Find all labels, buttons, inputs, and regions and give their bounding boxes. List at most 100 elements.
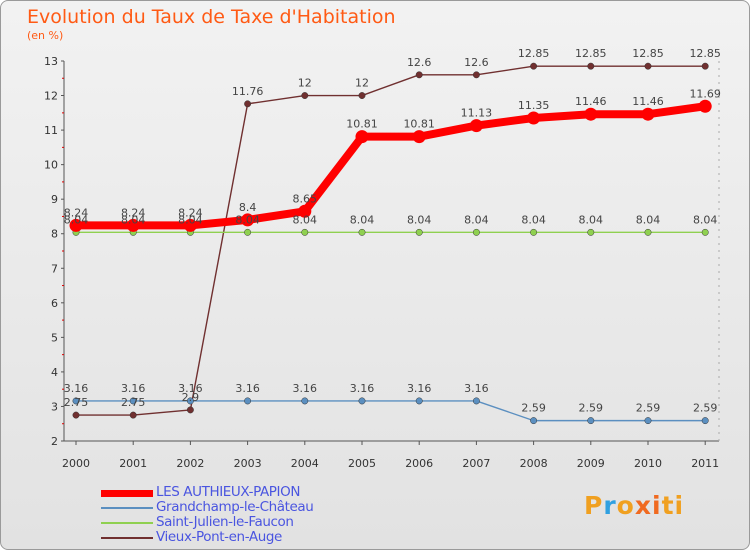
logo-letter: t (661, 491, 675, 520)
legend-label: Vieux-Pont-en-Auge (156, 529, 282, 545)
data-label-0: 11.13 (461, 107, 493, 120)
series-point-3 (244, 100, 252, 108)
series-line-0 (76, 102, 706, 230)
series-point-3 (301, 92, 309, 99)
x-tick-label: 2007 (462, 457, 490, 470)
legend-swatch (101, 522, 153, 524)
series-point-0 (355, 130, 369, 144)
series-point-3 (358, 92, 366, 99)
series-point-3 (701, 62, 709, 70)
legend-label: LES AUTHIEUX-PAPION (156, 484, 301, 500)
legend: LES AUTHIEUX-PAPION Grandchamp-le-Château… (101, 485, 361, 545)
series-point-1 (72, 397, 80, 405)
series-line-3 (76, 65, 706, 416)
data-label-0: 11.46 (575, 95, 607, 108)
series-point-0 (126, 218, 140, 232)
logo-letter: i (652, 491, 662, 520)
series-point-0 (641, 107, 655, 121)
series-point-2 (530, 228, 538, 236)
y-tick-label: 9 (51, 193, 58, 206)
x-tick-label: 2003 (234, 457, 262, 470)
legend-swatch (101, 507, 153, 509)
data-label-3: 12 (355, 77, 369, 90)
data-label-0: 11.69 (689, 87, 721, 100)
data-label-1: 3.16 (407, 382, 432, 395)
x-tick-label: 2009 (577, 457, 605, 470)
series-point-2 (301, 228, 309, 236)
x-tick-label: 2006 (405, 457, 433, 470)
data-label-2: 8.04 (350, 213, 375, 226)
data-label-3: 2.75 (64, 396, 89, 409)
data-label-2: 8.04 (121, 213, 146, 226)
legend-swatch (101, 537, 153, 539)
series-layer (69, 62, 712, 425)
y-tick-label: 5 (51, 331, 58, 344)
data-label-3: 12.6 (407, 56, 432, 69)
series-point-0 (183, 218, 197, 232)
series-point-2 (701, 228, 709, 236)
series-point-0 (69, 218, 83, 232)
x-tick-label: 2004 (291, 457, 319, 470)
data-label-0: 8.24 (64, 206, 89, 219)
data-label-3: 12.85 (518, 47, 550, 60)
series-point-0 (584, 107, 598, 121)
x-tick-label: 2011 (691, 457, 719, 470)
series-point-0 (527, 111, 541, 125)
logo-letter: o (616, 491, 635, 520)
data-label-0: 10.81 (346, 118, 378, 131)
data-label-2: 8.04 (579, 213, 604, 226)
series-point-2 (472, 228, 480, 236)
data-label-1: 2.59 (521, 402, 546, 415)
series-point-0 (412, 130, 426, 144)
data-label-3: 12.85 (632, 47, 664, 60)
x-tick-label: 2000 (62, 457, 90, 470)
chart-subtitle: (en %) (27, 29, 64, 42)
data-label-1: 3.16 (235, 382, 260, 395)
data-label-0: 8.4 (239, 201, 257, 214)
data-label-1: 3.16 (293, 382, 318, 395)
data-label-2: 8.04 (521, 213, 546, 226)
series-point-3 (129, 411, 137, 419)
data-label-1: 2.59 (636, 402, 661, 415)
series-point-2 (415, 228, 423, 236)
series-point-2 (358, 228, 366, 236)
y-tick-label: 2 (51, 435, 58, 448)
logo-letter: x (634, 491, 652, 520)
data-label-0: 11.46 (632, 95, 664, 108)
series-point-1 (472, 397, 480, 405)
legend-item: Saint-Julien-le-Faucon (101, 515, 361, 530)
legend-label: Saint-Julien-le-Faucon (156, 514, 294, 530)
data-label-3: 11.76 (232, 85, 264, 98)
series-point-3 (186, 406, 194, 414)
data-label-2: 8.04 (636, 213, 661, 226)
series-point-2 (244, 228, 252, 236)
data-label-2: 8.04 (235, 213, 260, 226)
data-label-1: 3.16 (178, 382, 203, 395)
series-point-1 (129, 397, 137, 405)
data-label-1: 3.16 (64, 382, 89, 395)
series-line-1 (76, 400, 706, 422)
data-label-3: 12.6 (464, 56, 489, 69)
data-label-2: 8.04 (464, 213, 489, 226)
y-tick-label: 11 (44, 124, 58, 137)
series-point-1 (186, 397, 194, 405)
data-label-3: 12.85 (575, 47, 607, 60)
data-label-0: 11.35 (518, 99, 550, 112)
y-tick-label: 4 (51, 366, 58, 379)
logo-letter: P (584, 491, 604, 520)
data-label-1: 2.59 (693, 402, 718, 415)
series-point-1 (587, 417, 595, 425)
series-point-3 (644, 62, 652, 70)
data-label-3: 12 (298, 77, 312, 90)
series-point-3 (415, 71, 423, 79)
data-label-2: 8.04 (407, 213, 432, 226)
series-point-1 (358, 397, 366, 405)
legend-swatch (101, 489, 153, 497)
series-point-2 (644, 228, 652, 236)
y-tick-label: 12 (44, 90, 58, 103)
series-point-1 (415, 397, 423, 405)
data-label-2: 8.04 (178, 213, 203, 226)
x-tick-label: 2008 (520, 457, 548, 470)
